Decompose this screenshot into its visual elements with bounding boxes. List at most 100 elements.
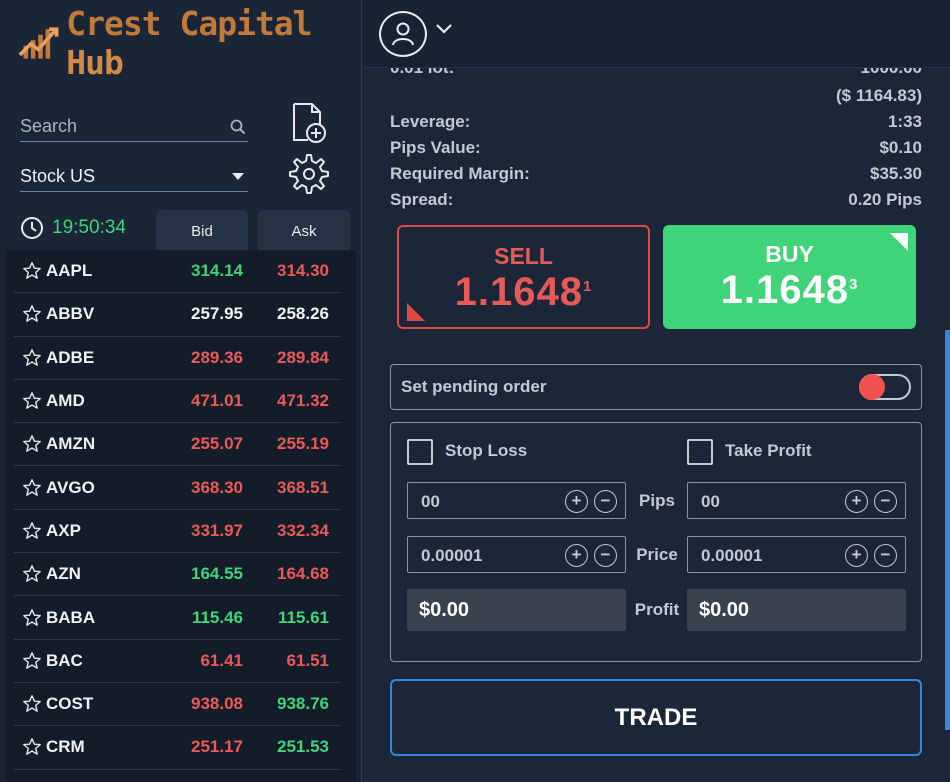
quote-symbol: BAC (46, 650, 83, 670)
quote-row[interactable]: ABBV 257.95 258.26 (14, 293, 341, 337)
quote-ask[interactable]: 332.34 (277, 520, 329, 540)
quote-bid[interactable]: 471.01 (191, 391, 243, 411)
trade-button[interactable]: TRADE (390, 679, 922, 756)
quote-symbol: ADBE (46, 347, 95, 367)
quote-ask[interactable]: 164.68 (277, 564, 329, 584)
buy-button[interactable]: BUY 1.16483 (663, 225, 916, 329)
info-leverage: Leverage: 1:33 (390, 112, 922, 132)
quote-row[interactable]: AVGO 368.30 368.51 (14, 466, 341, 510)
search-input[interactable]: Search (20, 106, 248, 142)
quote-ask[interactable]: 368.51 (277, 477, 329, 497)
plus-icon[interactable]: + (565, 490, 588, 513)
quote-ask[interactable]: 471.32 (277, 391, 329, 411)
quote-ask[interactable]: 115.61 (277, 607, 329, 627)
quote-ask[interactable]: 938.76 (277, 694, 329, 714)
star-icon[interactable] (22, 608, 42, 628)
quote-ask[interactable]: 289.84 (277, 347, 329, 367)
quote-bid[interactable]: 289.36 (191, 347, 243, 367)
sell-button[interactable]: SELL 1.16481 (397, 225, 650, 329)
quote-row[interactable]: AMZN 255.07 255.19 (14, 423, 341, 467)
quote-ask[interactable]: 251.53 (277, 737, 329, 757)
buy-label: BUY (765, 241, 814, 267)
sell-price: 1.16481 (399, 270, 648, 315)
quote-ask[interactable]: 258.26 (277, 304, 329, 324)
quote-row[interactable]: AZN 164.55 164.68 (14, 553, 341, 597)
stop-loss-take-profit-panel: Stop Loss Take Profit 00 + − Pips 00 + −… (390, 422, 922, 662)
market-watch-panel: Crest Capital Hub Search Stock US 19:50:… (0, 0, 362, 782)
star-icon[interactable] (22, 478, 42, 498)
minus-icon[interactable]: − (874, 544, 897, 567)
star-icon[interactable] (22, 348, 42, 368)
plus-icon[interactable]: + (565, 544, 588, 567)
quote-symbol: CRM (46, 737, 85, 757)
chevron-down-icon[interactable] (435, 22, 453, 36)
quote-symbol: AVGO (46, 477, 95, 497)
stop-loss-price-input[interactable]: 0.00001 + − (407, 536, 626, 573)
quote-bid[interactable]: 164.55 (191, 564, 243, 584)
take-profit-checkbox[interactable] (687, 439, 713, 465)
spread-label: Spread: (390, 190, 454, 209)
quote-bid[interactable]: 938.08 (191, 694, 243, 714)
quote-ask[interactable]: 61.51 (286, 650, 329, 670)
star-icon[interactable] (22, 694, 42, 714)
spread-value: 0.20 Pips (848, 190, 922, 209)
sell-corner-marker (407, 303, 425, 321)
star-icon[interactable] (22, 564, 42, 584)
star-icon[interactable] (22, 391, 42, 411)
buy-corner-marker (890, 233, 908, 251)
quote-bid[interactable]: 257.95 (191, 304, 243, 324)
quote-bid[interactable]: 314.14 (191, 261, 243, 281)
quote-bid[interactable]: 255.07 (191, 434, 243, 454)
server-clock: 19:50:34 (20, 216, 126, 240)
logo-chart-icon (18, 27, 59, 59)
quote-row[interactable]: AAPL 314.14 314.30 (14, 250, 341, 294)
minus-icon[interactable]: − (594, 490, 617, 513)
search-icon[interactable] (230, 119, 246, 135)
quote-row[interactable]: AMD 471.01 471.32 (14, 380, 341, 424)
quote-bid[interactable]: 61.41 (200, 650, 243, 670)
star-icon[interactable] (22, 261, 42, 281)
brand-name-part2: Hub (66, 43, 124, 82)
pending-order-toggle[interactable] (859, 374, 911, 400)
brand-logo: Crest Capital Hub (18, 4, 361, 82)
quote-row[interactable]: BABA 115.46 115.61 (14, 596, 341, 640)
leverage-label: Leverage: (390, 112, 471, 131)
stop-loss-checkbox[interactable] (407, 439, 433, 465)
info-spread: Spread: 0.20 Pips (390, 190, 922, 210)
star-icon[interactable] (22, 434, 42, 454)
file-plus-icon[interactable] (290, 102, 328, 144)
quote-row[interactable]: ADBE 289.36 289.84 (14, 337, 341, 380)
stop-loss-pips-input[interactable]: 00 + − (407, 482, 626, 519)
quote-bid[interactable]: 368.30 (191, 477, 243, 497)
market-select[interactable]: Stock US (20, 156, 248, 192)
quote-row[interactable]: BAC 61.41 61.51 (14, 640, 341, 683)
take-profit-label: Take Profit (725, 441, 812, 460)
plus-icon[interactable]: + (845, 490, 868, 513)
star-icon[interactable] (22, 521, 42, 541)
scrollbar[interactable] (945, 330, 950, 730)
sell-label: SELL (494, 243, 553, 269)
quote-bid[interactable]: 331.97 (191, 520, 243, 540)
take-profit-pips-input[interactable]: 00 + − (687, 482, 906, 519)
quote-row[interactable]: CRM 251.17 251.53 (14, 726, 341, 770)
minus-icon[interactable]: − (594, 544, 617, 567)
quote-symbol: AMD (46, 391, 85, 411)
quote-ask[interactable]: 255.19 (277, 434, 329, 454)
star-icon[interactable] (22, 737, 42, 757)
gear-icon[interactable] (287, 152, 331, 196)
take-profit-price-input[interactable]: 0.00001 + − (687, 536, 906, 573)
quote-ask[interactable]: 314.30 (277, 261, 329, 281)
quote-bid[interactable]: 115.46 (191, 607, 243, 627)
star-icon[interactable] (22, 651, 42, 671)
quote-row[interactable]: COST 938.08 938.76 (14, 683, 341, 727)
quote-row[interactable]: AXP 331.97 332.34 (14, 510, 341, 554)
column-header-bid[interactable]: Bid (156, 210, 248, 252)
column-header-ask[interactable]: Ask (258, 210, 350, 252)
minus-icon[interactable]: − (874, 490, 897, 513)
user-icon[interactable] (379, 11, 427, 57)
search-placeholder: Search (20, 116, 78, 136)
quote-bid[interactable]: 251.17 (191, 737, 243, 757)
plus-icon[interactable]: + (845, 544, 868, 567)
pips-label: Pips (639, 491, 675, 510)
star-icon[interactable] (22, 304, 42, 324)
